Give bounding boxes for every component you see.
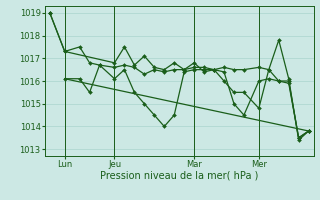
X-axis label: Pression niveau de la mer( hPa ): Pression niveau de la mer( hPa ) xyxy=(100,171,258,181)
